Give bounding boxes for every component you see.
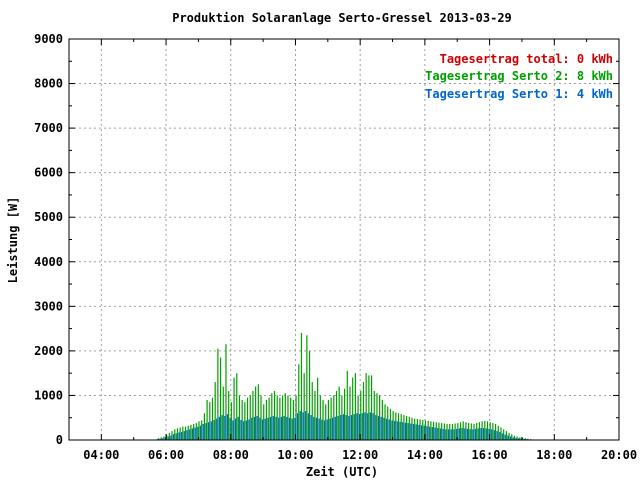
x-tick-label: 08:00 <box>213 448 249 462</box>
y-tick-label: 3000 <box>34 299 63 313</box>
y-tick-label: 7000 <box>34 121 63 135</box>
grid-lines <box>69 39 619 440</box>
y-tick-label: 1000 <box>34 388 63 402</box>
legend-serto-2: Tagesertrag Serto 2: 8 kWh <box>425 69 613 83</box>
x-tick-label: 06:00 <box>148 448 184 462</box>
x-tick-label: 14:00 <box>407 448 443 462</box>
x-axis-ticks: 04:00 06:00 08:00 10:00 12:00 14:00 16:00 18:00… <box>68 39 637 462</box>
chart-title: Produktion Solaranlage Serto-Gressel 201… <box>172 11 512 25</box>
y-tick-label: 4000 <box>34 255 63 269</box>
x-tick-label: 04:00 <box>83 448 119 462</box>
legend-serto-1: Tagesertrag Serto 1: 4 kWh <box>425 87 613 101</box>
x-tick-label: 10:00 <box>277 448 313 462</box>
y-tick-label: 8000 <box>34 77 63 91</box>
x-axis-label: Zeit (UTC) <box>306 465 378 479</box>
bar-marks <box>156 333 532 440</box>
x-tick-label: 16:00 <box>472 448 508 462</box>
legend: Tagesertrag total: 0 kWh Tagesertrag Ser… <box>425 52 613 101</box>
x-tick-label: 18:00 <box>536 448 572 462</box>
y-tick-label: 6000 <box>34 166 63 180</box>
y-axis-label: Leistung [W] <box>6 197 20 284</box>
x-tick-label: 20:00 <box>601 448 637 462</box>
legend-total: Tagesertrag total: 0 kWh <box>440 52 613 66</box>
x-tick-label: 12:00 <box>342 448 378 462</box>
y-tick-label: 9000 <box>34 32 63 46</box>
y-tick-label: 0 <box>56 433 63 447</box>
y-tick-label: 2000 <box>34 344 63 358</box>
y-axis-ticks: 0 1000 2000 3000 4000 5000 6000 7000 8000 9000 <box>34 32 619 447</box>
y-tick-label: 5000 <box>34 210 63 224</box>
